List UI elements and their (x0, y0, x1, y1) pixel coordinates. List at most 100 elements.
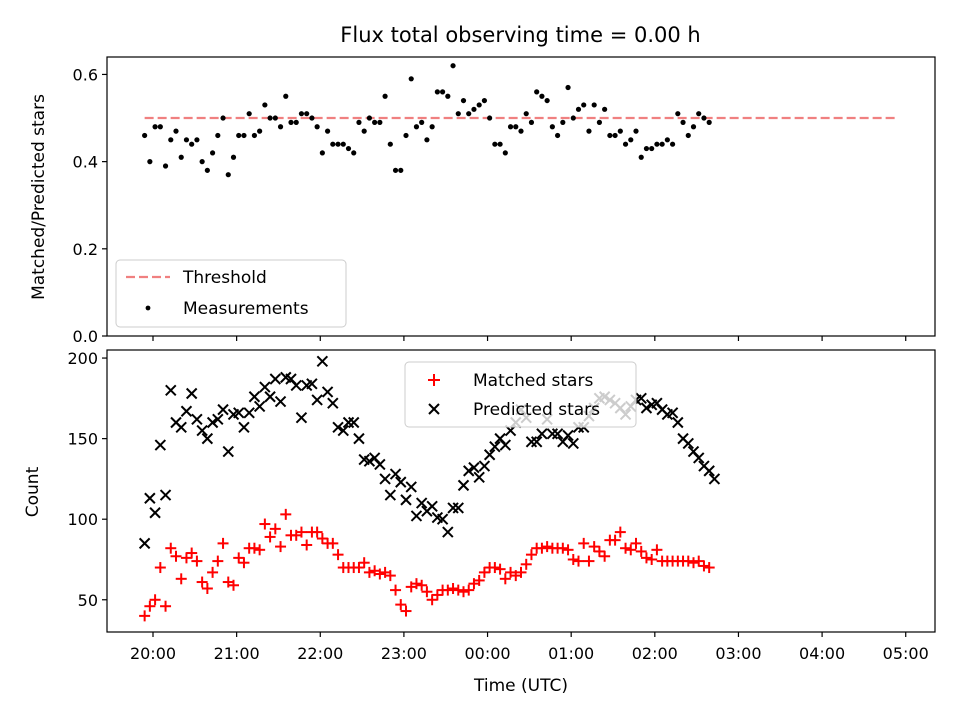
matched-point (578, 537, 590, 549)
matched-legend-marker (428, 374, 440, 386)
ratio-y-axis-label: Matched/Predicted stars (29, 94, 49, 300)
matched-point (489, 562, 501, 574)
predicted-point (546, 428, 559, 440)
measurement-point (481, 97, 488, 104)
predicted-point (635, 392, 647, 405)
measurement-point (696, 111, 702, 117)
measurement-point (324, 128, 331, 134)
matched-point (447, 582, 459, 594)
matched-point (400, 605, 412, 617)
ratio-y-tick-label: 0.0 (73, 327, 98, 346)
measurement-point (194, 137, 200, 143)
matched-point (416, 579, 428, 591)
predicted-point (290, 379, 302, 392)
matched-point (316, 533, 328, 545)
measurement-point (664, 137, 670, 143)
measurement-point (429, 124, 435, 130)
measurement-point (372, 119, 378, 125)
matched-point (374, 568, 386, 580)
measurement-point (366, 115, 373, 121)
measurement-point (607, 132, 613, 139)
measurement-point (403, 132, 409, 139)
matched-point (207, 566, 219, 578)
matched-point (332, 549, 344, 561)
predicted-point (447, 502, 459, 514)
matched-point (327, 537, 339, 549)
measurement-point (581, 102, 587, 108)
matched-point (384, 570, 396, 582)
matched-point (160, 600, 172, 612)
predicted-point (337, 424, 349, 437)
predicted-point (332, 421, 344, 434)
matched-point (625, 544, 637, 556)
predicted-point (374, 458, 386, 471)
predicted-point (295, 411, 308, 424)
measurement-point (230, 154, 237, 160)
predicted-point (483, 449, 496, 461)
measurement-point (220, 115, 226, 121)
measurement-point (189, 141, 195, 147)
predicted-point (191, 413, 203, 425)
measurement-point (471, 106, 477, 112)
predicted-point (311, 394, 323, 406)
measurement-point (387, 141, 393, 147)
measurement-point (408, 76, 414, 82)
measurement-point (528, 119, 535, 125)
measurement-point (690, 124, 697, 130)
predicted-point (384, 489, 397, 501)
ratio-y-tick-label: 0.4 (73, 153, 98, 172)
predicted-point (379, 473, 391, 485)
predicted-point (389, 468, 402, 480)
predicted-point (264, 391, 276, 403)
count-x-axis-label: Time (UTC) (473, 676, 568, 696)
matched-point (311, 526, 323, 538)
matched-point (682, 555, 694, 567)
matched-point (499, 573, 511, 585)
matched-point (212, 555, 224, 567)
predicted-point (442, 526, 454, 538)
matched-point (254, 544, 266, 556)
measurement-point (356, 119, 362, 125)
measurement-point (335, 141, 341, 147)
predicted-point (478, 460, 491, 472)
measurement-point (544, 97, 550, 104)
count-legend: Matched stars Predicted stars (404, 361, 637, 428)
predicted-point (426, 500, 438, 513)
measurement-point (178, 154, 184, 160)
matched-point (196, 576, 208, 588)
measurement-point (377, 119, 383, 125)
measurement-point (204, 167, 210, 173)
matched-legend-label: Matched stars (473, 371, 593, 391)
count-x-axis-ticks: 20:00 21:00 22:00 23:00 00:00 01:00 02:00 03:00… (130, 632, 929, 663)
measurement-point (419, 119, 425, 125)
matched-point (259, 518, 271, 530)
threshold-legend-label: Threshold (182, 268, 267, 288)
matched-point (640, 552, 652, 564)
predicted-point (248, 391, 261, 403)
measurement-point (565, 84, 571, 91)
predicted-point (463, 465, 475, 477)
measurement-point (654, 141, 660, 147)
measurement-point (283, 93, 289, 99)
count-x-tick-label: 04:00 (799, 644, 845, 663)
measurement-point (513, 124, 519, 130)
predicted-point (269, 373, 282, 385)
predicted-point (551, 428, 564, 440)
matched-point (458, 586, 469, 598)
measurement-point (445, 93, 451, 99)
count-y-axis-ticks: 50 100 150 200 (67, 349, 107, 610)
predicted-point (316, 355, 329, 367)
matched-point (201, 582, 213, 594)
predicted-point (196, 424, 208, 437)
matched-point (442, 584, 454, 596)
measurements-legend-marker (145, 305, 151, 311)
matched-point (609, 534, 621, 546)
count-x-tick-label: 05:00 (883, 644, 929, 663)
matched-point (703, 562, 715, 574)
matched-point (233, 552, 245, 564)
predicted-point (348, 416, 360, 429)
matched-point (363, 566, 375, 578)
measurement-point (497, 141, 503, 147)
predicted-point (415, 497, 428, 509)
